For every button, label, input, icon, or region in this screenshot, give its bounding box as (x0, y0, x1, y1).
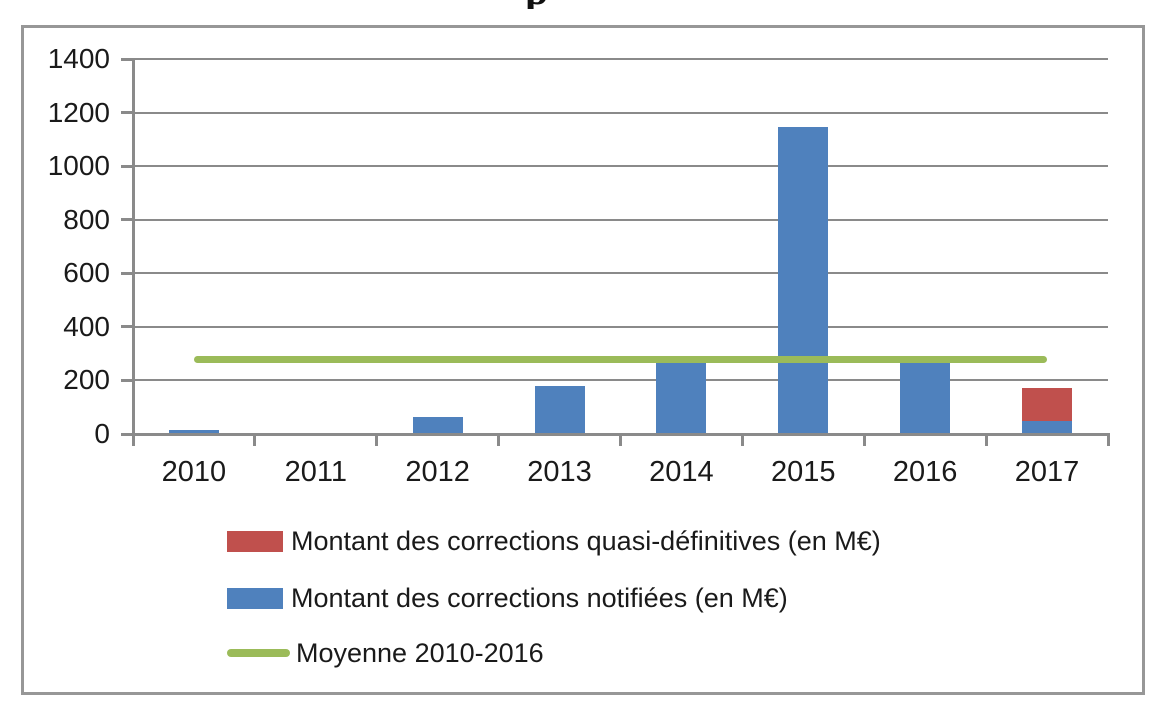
legend-swatch-quasi-definitives (227, 530, 283, 552)
x-tick (131, 434, 135, 446)
y-tick-label: 400 (63, 310, 110, 342)
bar-notifiees-2014 (656, 363, 707, 434)
x-tick (862, 434, 866, 446)
x-tick (740, 434, 744, 446)
bar-notifiees-2013 (534, 385, 585, 434)
y-tick-label: 1200 (47, 96, 110, 128)
y-tick (121, 164, 133, 168)
y-tick-label: 600 (63, 257, 110, 289)
x-axis-label: 2010 (161, 456, 227, 488)
y-tick (121, 218, 133, 222)
legend-item-notifiees: Montant des corrections notifiées (en M€… (227, 584, 788, 612)
y-gridline (133, 379, 1108, 382)
moyenne-line (193, 355, 1048, 363)
y-tick (121, 378, 133, 382)
y-gridline (133, 325, 1108, 328)
y-tick-label: 0 (94, 418, 110, 449)
legend-label-moyenne: Moyenne 2010-2016 (296, 638, 544, 668)
x-tick (375, 434, 379, 446)
clipped-title-fragment: p (521, 0, 547, 9)
y-tick (121, 432, 133, 436)
y-gridline (133, 218, 1108, 221)
legend-item-quasi-definitives: Montant des corrections quasi-définitive… (227, 527, 881, 555)
bar-notifiees-2016 (900, 363, 951, 434)
bar-quasi-definitives-2017 (1022, 388, 1073, 421)
legend-label-quasi-definitives: Montant des corrections quasi-définitive… (291, 526, 881, 556)
x-axis-label: 2015 (771, 456, 836, 488)
x-tick (619, 434, 622, 446)
bar-notifiees-2017 (1022, 420, 1073, 434)
y-tick (121, 271, 133, 275)
y-gridline (133, 165, 1108, 168)
bar-notifiees-2012 (412, 417, 463, 434)
y-tick (121, 57, 133, 61)
x-axis-label: 2017 (1014, 456, 1080, 488)
x-tick (1106, 434, 1110, 446)
x-axis-label: 2012 (405, 456, 470, 488)
legend-swatch-notifiees (227, 587, 283, 609)
bar-notifiees-2010 (168, 429, 219, 434)
legend-swatch-moyenne-line (227, 649, 290, 657)
x-tick (497, 434, 501, 446)
y-tick-label: 1400 (47, 43, 110, 74)
y-tick-label: 800 (63, 203, 110, 235)
x-axis-label: 2014 (649, 456, 714, 488)
y-tick (121, 111, 133, 115)
y-tick-label: 1000 (47, 150, 110, 182)
y-gridline (133, 272, 1108, 275)
x-axis-label: 2016 (892, 456, 958, 488)
clipped-title-letter: p (525, 0, 547, 9)
x-tick (253, 434, 257, 446)
y-gridline (133, 58, 1108, 60)
x-tick (984, 434, 988, 446)
bar-notifiees-2015 (778, 126, 829, 434)
legend-label-notifiees: Montant des corrections notifiées (en M€… (291, 583, 788, 613)
legend-item-moyenne: Moyenne 2010-2016 (227, 639, 544, 667)
y-tick (121, 325, 133, 329)
y-gridline (133, 111, 1108, 114)
y-tick-label: 200 (63, 364, 110, 396)
x-axis-label: 2013 (527, 456, 592, 488)
x-axis-label: 2011 (284, 456, 347, 488)
y-axis-line (131, 58, 135, 446)
